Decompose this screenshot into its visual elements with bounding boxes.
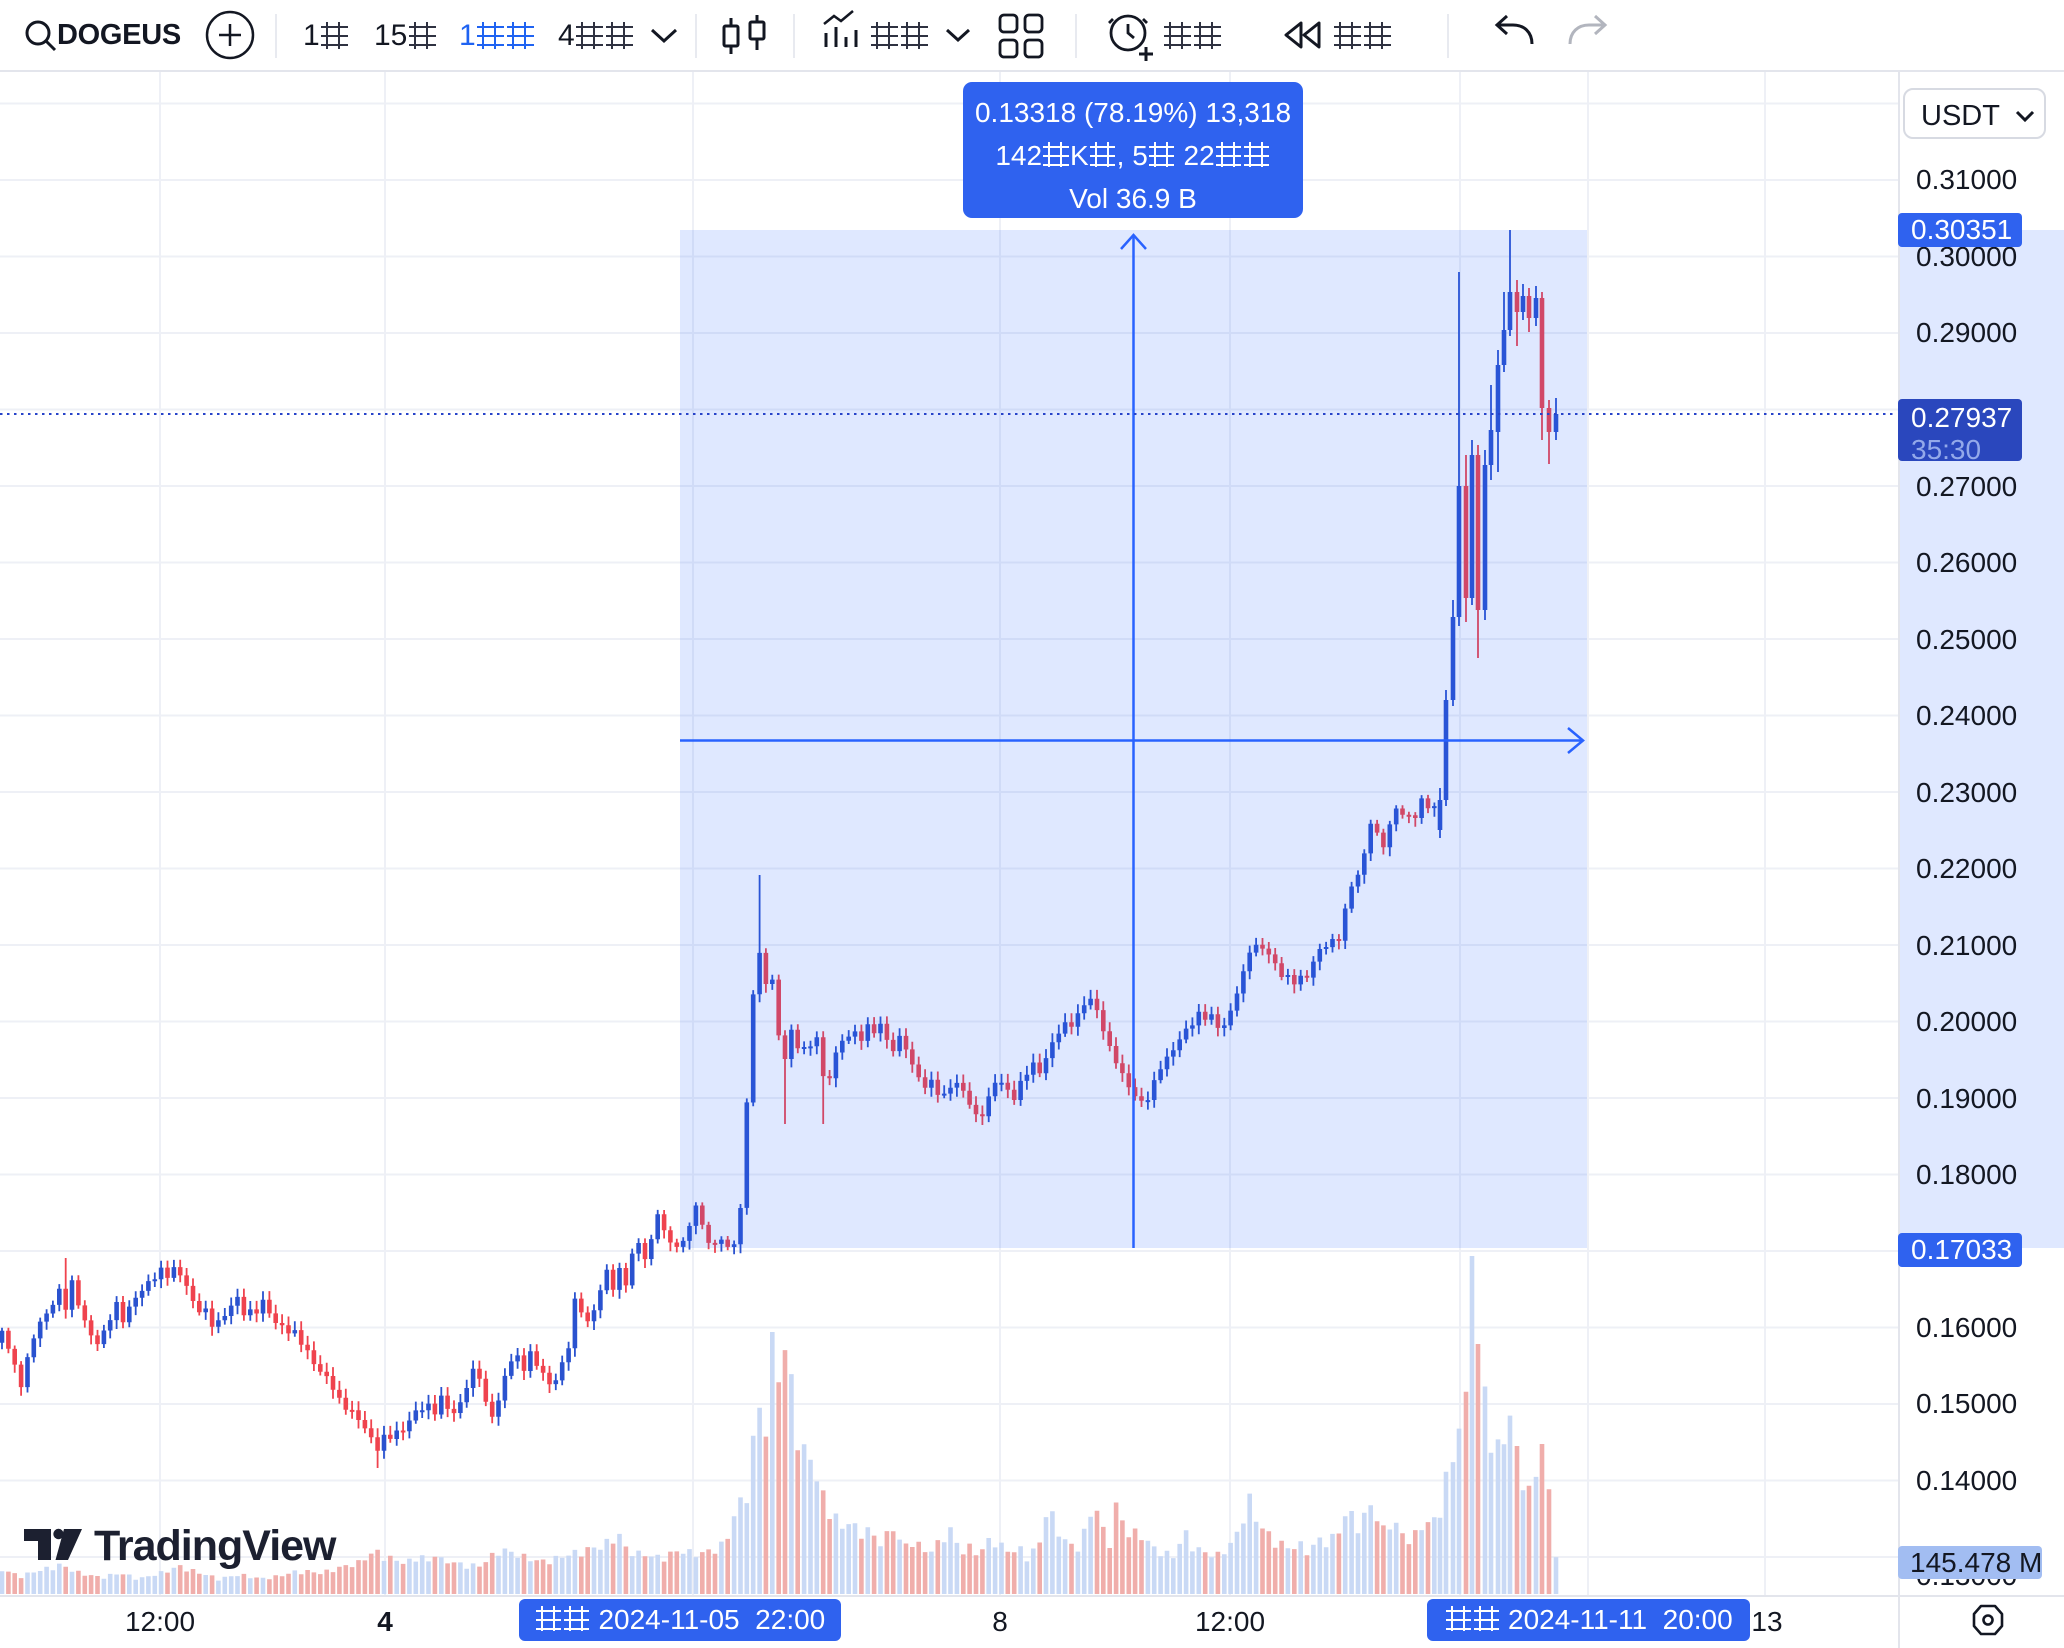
svg-text:TradingView: TradingView — [94, 1522, 337, 1570]
